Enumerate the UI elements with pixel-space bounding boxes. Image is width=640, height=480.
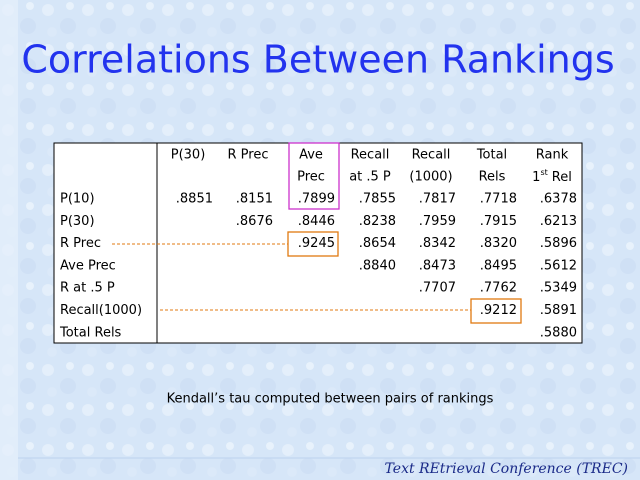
- left-strip: [0, 0, 18, 480]
- column-header: R Prec: [228, 148, 269, 163]
- cell-value: .8446: [298, 214, 335, 229]
- column-header: (1000): [409, 170, 452, 185]
- column-header: at .5 P: [349, 170, 391, 185]
- highlight-box: [288, 142, 340, 210]
- column-header: P(30): [171, 148, 206, 163]
- column-header: 1st Rel: [532, 168, 572, 185]
- cell-value: .8238: [359, 214, 396, 229]
- cell-value: .6213: [540, 214, 577, 229]
- column-header: Prec: [297, 170, 325, 185]
- header-word: Rel: [552, 170, 572, 185]
- cell-value: .6378: [540, 192, 577, 207]
- cell-value: .8151: [236, 192, 273, 207]
- cell-value: .7817: [419, 192, 456, 207]
- row-label: Recall(1000): [60, 303, 142, 318]
- highlight-box: [287, 231, 339, 257]
- cell-value: .7959: [419, 214, 456, 229]
- column-header: Rank: [536, 148, 569, 163]
- cell-value: .5612: [540, 258, 577, 273]
- cell-value: .5896: [540, 236, 577, 251]
- cell-value: .8851: [176, 192, 213, 207]
- column-header: Recall: [412, 148, 451, 163]
- cell-value: .8840: [359, 258, 396, 273]
- column-header: Rels: [479, 170, 506, 185]
- cell-value: .5349: [540, 281, 577, 296]
- cell-value: .8495: [480, 258, 517, 273]
- column-header: Total: [476, 148, 507, 163]
- row-label: R at .5 P: [60, 281, 115, 296]
- cell-value: .7707: [419, 281, 456, 296]
- cell-value: .7855: [359, 192, 396, 207]
- cell-value: .7899: [298, 192, 335, 207]
- footer: Text REtrieval Conference (TREC): [385, 461, 628, 477]
- slide-title: Correlations Between Rankings: [21, 38, 614, 82]
- cell-value: .7762: [480, 281, 517, 296]
- ordinal-number: 1: [532, 170, 540, 185]
- cell-value: .5880: [540, 325, 577, 340]
- cell-value: .5891: [540, 303, 577, 318]
- row-label: Ave Prec: [60, 258, 116, 273]
- row-label: P(10): [60, 192, 95, 207]
- cell-value: .9212: [480, 303, 517, 318]
- cell-value: .8320: [480, 236, 517, 251]
- cell-value: .7915: [480, 214, 517, 229]
- row-label: Total Rels: [59, 325, 122, 340]
- row-label: R Prec: [60, 236, 101, 251]
- row-label: P(30): [60, 214, 95, 229]
- column-header: Ave: [299, 148, 323, 163]
- column-header: Recall: [351, 148, 390, 163]
- cell-value: .7718: [480, 192, 517, 207]
- cell-value: .8473: [419, 258, 456, 273]
- cell-value: .8676: [236, 214, 273, 229]
- cell-value: .8654: [359, 236, 396, 251]
- caption: Kendall’s tau computed between pairs of …: [167, 392, 494, 407]
- cell-value: .9245: [298, 236, 335, 251]
- ordinal-suffix: st: [540, 168, 547, 177]
- cell-value: .8342: [419, 236, 456, 251]
- highlight-box: [470, 298, 522, 324]
